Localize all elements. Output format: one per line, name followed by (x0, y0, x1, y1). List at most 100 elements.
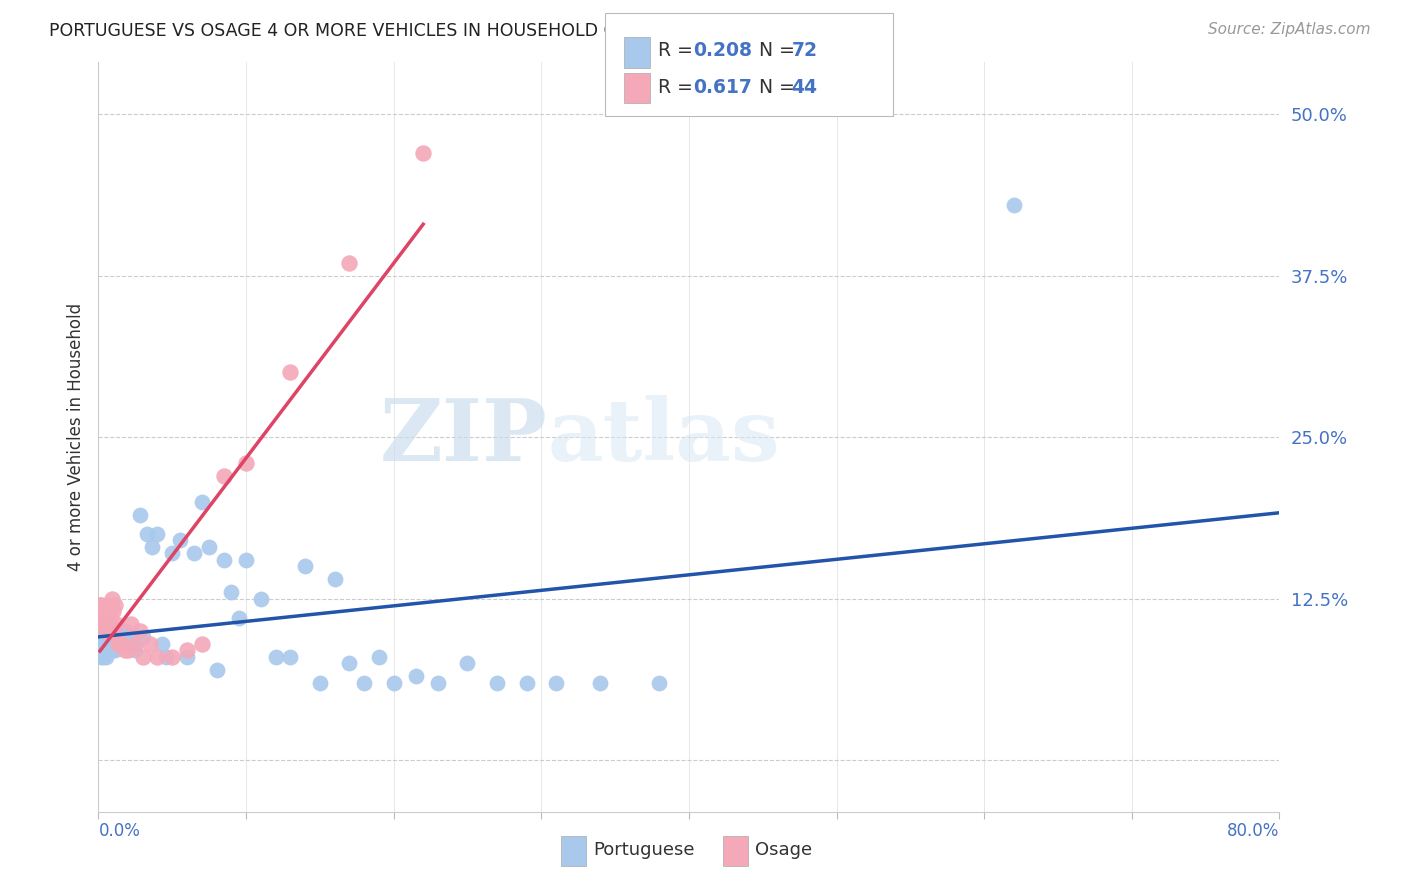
Point (117, 643, 139, 657)
Point (114, 643, 136, 657)
Point (117, 630, 139, 644)
Point (323, 572, 346, 586)
Point (128, 624, 150, 638)
Point (104, 598, 127, 612)
Text: 72: 72 (792, 41, 817, 61)
Point (100, 643, 122, 657)
Point (191, 637, 214, 651)
Point (93, 630, 115, 644)
Point (110, 637, 132, 651)
Point (486, 675, 509, 690)
Point (264, 649, 287, 664)
Point (90, 598, 112, 612)
Point (110, 630, 132, 644)
Point (128, 508, 150, 522)
Point (162, 649, 183, 664)
Point (94, 630, 117, 644)
Point (89, 611, 111, 625)
Point (111, 637, 134, 651)
Point (176, 643, 198, 657)
Point (97, 630, 120, 644)
Point (162, 546, 183, 560)
Point (1002, 197, 1025, 211)
Point (212, 553, 235, 567)
Point (250, 591, 273, 606)
Point (457, 656, 479, 670)
Point (90, 624, 112, 638)
Point (90, 617, 112, 632)
Point (91, 637, 114, 651)
Point (114, 624, 136, 638)
Point (589, 675, 612, 690)
Point (353, 675, 375, 690)
Point (104, 643, 127, 657)
Point (412, 145, 434, 160)
Point (94, 649, 117, 664)
Point (103, 637, 125, 651)
Text: R =: R = (658, 41, 699, 61)
Point (93, 617, 115, 632)
Text: 44: 44 (792, 78, 817, 97)
Point (139, 637, 162, 651)
Point (105, 624, 128, 638)
Point (280, 649, 302, 664)
Point (183, 546, 205, 560)
Point (516, 675, 538, 690)
Text: Source: ZipAtlas.com: Source: ZipAtlas.com (1208, 22, 1371, 37)
Point (136, 527, 159, 541)
Text: 0.617: 0.617 (693, 78, 752, 97)
Point (382, 675, 405, 690)
Point (96, 624, 118, 638)
Point (198, 540, 221, 554)
Point (235, 553, 257, 567)
Text: 0.208: 0.208 (693, 41, 752, 61)
Text: N =: N = (759, 41, 801, 61)
Point (97, 624, 120, 638)
Point (90, 637, 112, 651)
Text: 80.0%: 80.0% (1227, 822, 1279, 840)
Point (132, 649, 155, 664)
Point (97, 611, 120, 625)
Point (96, 617, 118, 632)
Point (89, 643, 111, 657)
Point (368, 649, 391, 664)
Point (124, 637, 146, 651)
Text: PORTUGUESE VS OSAGE 4 OR MORE VEHICLES IN HOUSEHOLD CORRELATION CHART: PORTUGUESE VS OSAGE 4 OR MORE VEHICLES I… (49, 22, 793, 40)
Point (91, 649, 114, 664)
Point (94, 605, 117, 619)
Point (648, 675, 671, 690)
Point (91, 617, 114, 632)
Point (91, 611, 114, 625)
Point (89, 630, 111, 644)
Point (235, 456, 257, 470)
Point (89, 598, 111, 612)
Point (169, 533, 191, 548)
Point (221, 585, 243, 599)
Point (100, 591, 122, 606)
Point (103, 624, 125, 638)
Point (146, 527, 169, 541)
Point (104, 630, 127, 644)
Point (228, 611, 250, 625)
Point (339, 656, 361, 670)
Point (96, 598, 118, 612)
Point (339, 255, 361, 269)
Point (90, 649, 112, 664)
Point (124, 643, 146, 657)
Text: N =: N = (759, 78, 801, 97)
Point (91, 617, 114, 632)
Point (94, 624, 117, 638)
Point (146, 649, 169, 664)
Point (132, 630, 155, 644)
Point (96, 643, 118, 657)
Point (309, 675, 332, 690)
Point (90, 605, 112, 619)
Point (91, 643, 114, 657)
Point (120, 637, 142, 651)
Point (405, 669, 427, 683)
Text: 0.0%: 0.0% (98, 822, 141, 840)
Point (105, 617, 128, 632)
Point (91, 605, 114, 619)
Text: Osage: Osage (755, 841, 813, 859)
Point (103, 605, 125, 619)
